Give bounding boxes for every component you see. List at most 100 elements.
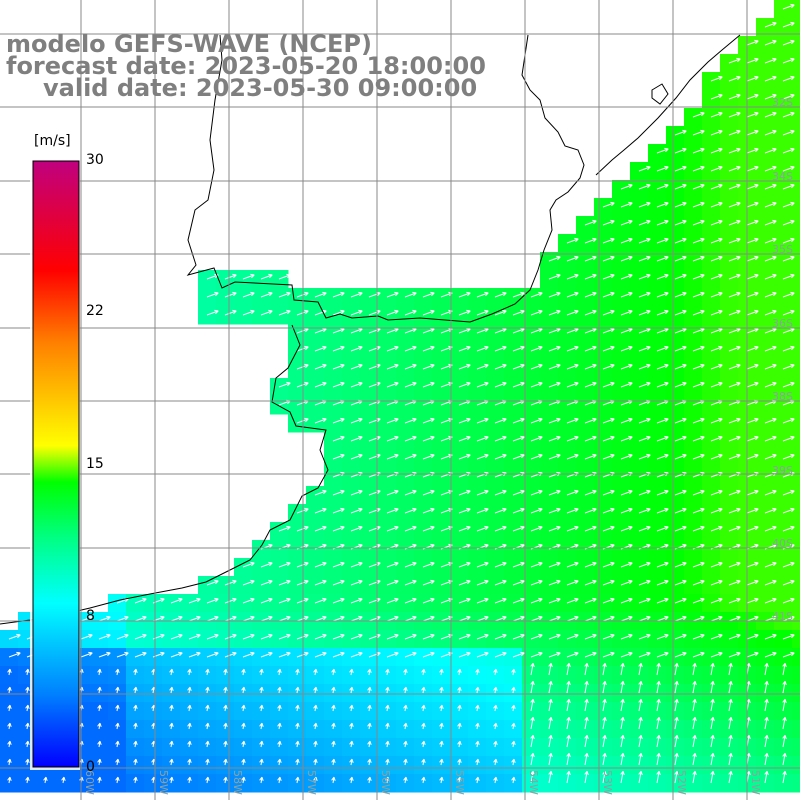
wind-arrow — [80, 651, 93, 658]
wind-arrow — [350, 489, 363, 496]
wind-arrow — [656, 752, 661, 766]
wind-arrow — [422, 525, 435, 532]
wind-arrow — [764, 716, 769, 730]
wind-arrow — [277, 758, 282, 766]
wind-arrow — [349, 758, 354, 766]
wind-arrow — [566, 273, 579, 280]
wind-arrow — [782, 752, 787, 766]
wind-arrow — [350, 435, 363, 442]
wind-arrow — [331, 668, 336, 676]
wind-arrow — [386, 291, 399, 298]
wind-cell — [666, 756, 685, 775]
wind-arrow — [458, 417, 471, 424]
wind-arrow — [584, 633, 597, 640]
wind-arrow — [439, 776, 444, 784]
wind-arrow — [764, 39, 777, 46]
wind-arrow — [620, 662, 625, 676]
wind-arrow — [350, 345, 363, 352]
wind-arrow — [656, 525, 669, 532]
wind-arrow — [638, 716, 643, 730]
wind-cell — [234, 720, 253, 739]
wind-cell — [792, 522, 800, 541]
wind-arrow — [746, 489, 759, 496]
wind-arrow — [439, 740, 444, 748]
wind-cell — [432, 720, 451, 739]
wind-arrow — [115, 704, 120, 712]
wind-arrow — [710, 255, 723, 262]
grid-labels: 32S 34S 35S 36S 38S 39S 40S 41S 60W 59W 58W 57W 56W 5… — [83, 96, 793, 795]
wind-arrow — [385, 686, 390, 694]
wind-arrow — [493, 686, 498, 694]
wind-arrow — [206, 309, 219, 316]
wind-arrow — [638, 345, 651, 352]
wind-arrow — [584, 579, 597, 586]
wind-arrow — [277, 686, 282, 694]
wind-arrow — [476, 579, 489, 586]
wind-arrow — [620, 345, 633, 352]
wind-cell — [432, 684, 451, 703]
wind-arrow — [331, 776, 336, 784]
wind-arrow — [692, 183, 705, 190]
wind-cell — [792, 756, 800, 775]
wind-cell — [288, 684, 307, 703]
wind-arrow — [314, 651, 327, 658]
wind-cell — [234, 666, 253, 685]
wind-cell — [288, 738, 307, 757]
wind-cell — [792, 720, 800, 739]
wind-arrow — [278, 525, 291, 532]
wind-arrow — [620, 219, 633, 226]
wind-arrow — [602, 770, 607, 784]
wind-arrow — [367, 668, 372, 676]
wind-arrow — [746, 57, 759, 64]
wind-arrow — [674, 417, 687, 424]
wind-cell — [666, 684, 685, 703]
wind-arrow — [314, 363, 327, 370]
wind-arrow — [656, 680, 661, 694]
wind-arrow — [728, 561, 741, 568]
wind-arrow — [25, 740, 30, 748]
wind-arrow — [169, 758, 174, 766]
wind-arrow — [692, 597, 705, 604]
wind-arrow — [530, 752, 535, 766]
wind-arrow — [169, 686, 174, 694]
wind-arrow — [421, 758, 426, 766]
wind-cell — [144, 666, 163, 685]
wind-arrow — [764, 662, 769, 676]
wind-cell — [792, 180, 800, 199]
wind-cell — [396, 756, 415, 775]
wind-cell — [792, 468, 800, 487]
wind-cell — [504, 720, 523, 739]
wind-arrow — [602, 507, 615, 514]
wind-arrow — [764, 345, 777, 352]
colorbar-tick-label: 0 — [86, 759, 95, 775]
wind-arrow — [782, 201, 795, 208]
wind-arrow — [458, 309, 471, 316]
wind-arrow — [511, 722, 516, 730]
wind-arrow — [728, 201, 741, 208]
wind-arrow — [169, 704, 174, 712]
wind-cell — [324, 666, 343, 685]
wind-cell — [360, 720, 379, 739]
wind-arrow — [241, 776, 246, 784]
wind-cell — [792, 774, 800, 793]
wind-cell — [792, 144, 800, 163]
wind-arrow — [674, 716, 679, 730]
wind-arrow — [566, 291, 579, 298]
wind-cell — [792, 396, 800, 415]
wind-arrow — [728, 489, 741, 496]
colorbar — [30, 130, 80, 770]
wind-arrow — [439, 704, 444, 712]
wind-cell — [342, 720, 361, 739]
wind-arrow — [404, 291, 417, 298]
wind-cell — [792, 486, 800, 505]
wind-arrow — [656, 662, 661, 676]
coastline — [186, 34, 585, 323]
wind-cell — [774, 756, 793, 775]
wind-arrow — [584, 680, 589, 694]
wind-arrow — [530, 435, 543, 442]
wind-arrow — [242, 291, 255, 298]
wind-arrow — [259, 686, 264, 694]
wind-cell — [342, 702, 361, 721]
wind-arrow — [746, 651, 759, 658]
wind-cell — [792, 432, 800, 451]
